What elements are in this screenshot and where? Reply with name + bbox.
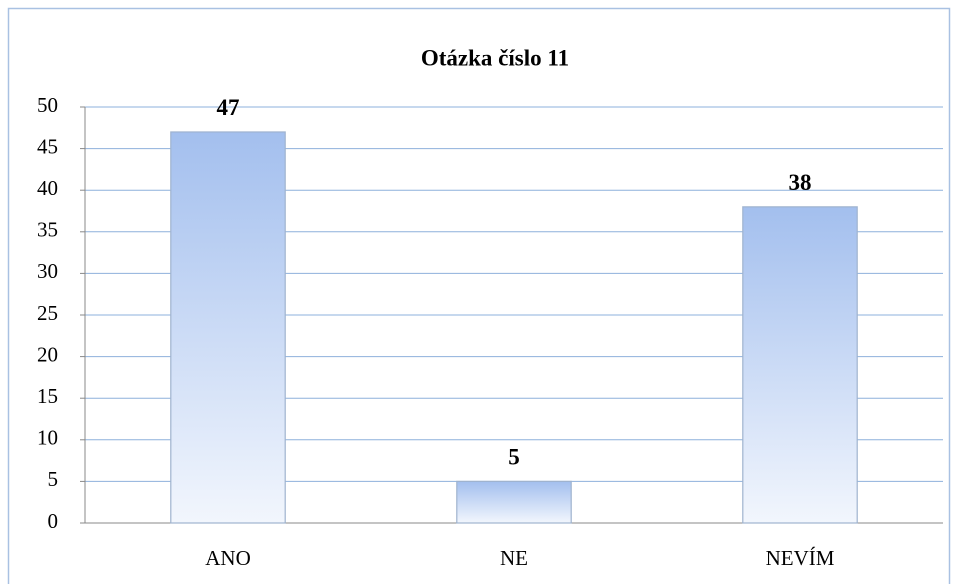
y-tick-label: 50 [37,93,58,117]
y-tick-label: 40 [37,176,58,200]
x-tick-label: ANO [205,546,251,570]
y-tick-label: 20 [37,342,58,366]
y-tick-label: 10 [37,426,58,450]
bar [456,480,572,524]
data-label: 47 [217,95,240,120]
y-tick-label: 35 [37,218,58,242]
y-tick-label: 5 [48,467,59,491]
data-label: 38 [789,170,812,195]
x-tick-label: NE [500,546,528,570]
y-tick-label: 25 [37,301,58,325]
bar [170,131,286,524]
x-tick-label: NEVÍM [766,546,835,570]
chart-title: Otázka číslo 11 [421,45,569,70]
y-tick-label: 45 [37,134,58,158]
y-tick-label: 0 [48,509,59,533]
y-tick-label: 15 [37,384,58,408]
bar [742,206,858,524]
data-label: 5 [508,445,520,470]
y-tick-label: 30 [37,259,58,283]
